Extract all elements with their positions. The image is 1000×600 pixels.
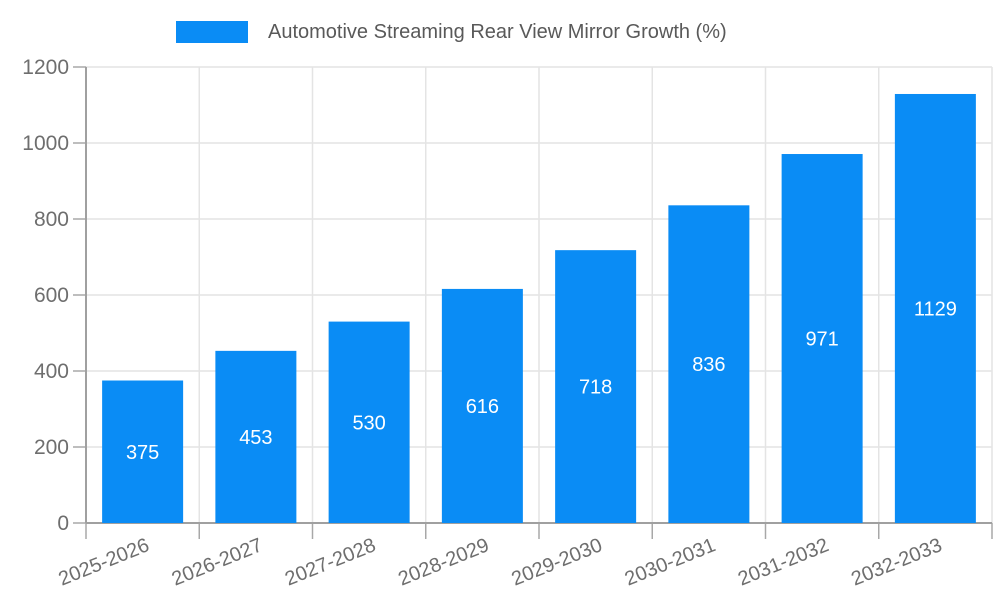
bar[interactable]	[441, 288, 523, 523]
bar[interactable]	[781, 154, 863, 523]
y-tick-label: 200	[34, 436, 69, 459]
bar-value-label: 530	[352, 412, 385, 434]
bar-value-label: 718	[579, 377, 612, 399]
x-tick-label: 2026-2027	[169, 534, 266, 590]
bar-value-label: 616	[466, 396, 499, 418]
legend-item[interactable]: Automotive Streaming Rear View Mirror Gr…	[176, 20, 727, 44]
y-tick-label: 1000	[22, 132, 69, 155]
legend-swatch-icon	[176, 21, 248, 43]
x-tick-label: 2027-2028	[282, 534, 379, 590]
bar[interactable]	[555, 250, 637, 523]
y-tick-label: 1200	[22, 56, 69, 79]
bar-value-label: 453	[239, 427, 272, 449]
bar-value-label: 375	[126, 442, 159, 464]
x-tick-label: 2030-2031	[622, 534, 719, 590]
bar[interactable]	[668, 205, 750, 523]
bar[interactable]	[894, 93, 976, 523]
x-tick-label: 2028-2029	[395, 534, 492, 590]
bar[interactable]	[102, 380, 184, 524]
y-tick-label: 600	[34, 284, 69, 307]
x-tick-label: 2031-2032	[735, 534, 832, 590]
legend-label: Automotive Streaming Rear View Mirror Gr…	[268, 21, 727, 43]
bar[interactable]	[215, 350, 297, 523]
y-tick-label: 800	[34, 208, 69, 231]
y-tick-label: 400	[34, 360, 69, 383]
y-tick-label: 0	[57, 512, 69, 535]
bar-value-label: 836	[692, 354, 725, 376]
bar[interactable]	[328, 321, 410, 523]
bar-value-label: 971	[805, 329, 838, 351]
x-tick-label: 2032-2033	[848, 534, 945, 590]
bar-value-label: 1129	[914, 298, 957, 320]
x-tick-label: 2025-2026	[56, 534, 153, 590]
x-tick-label: 2029-2030	[509, 534, 606, 590]
